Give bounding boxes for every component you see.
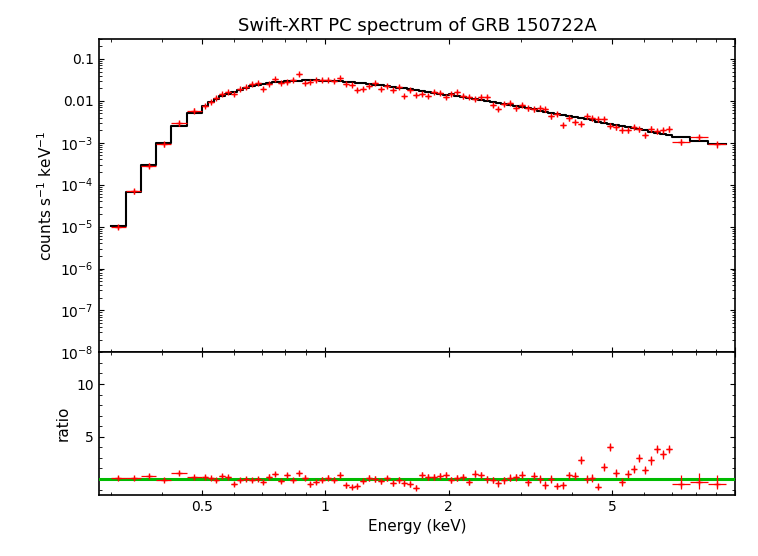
X-axis label: Energy (keV): Energy (keV) bbox=[368, 519, 466, 534]
Y-axis label: counts s$^{-1}$ keV$^{-1}$: counts s$^{-1}$ keV$^{-1}$ bbox=[36, 131, 55, 261]
Y-axis label: ratio: ratio bbox=[55, 406, 70, 441]
Title: Swift-XRT PC spectrum of GRB 150722A: Swift-XRT PC spectrum of GRB 150722A bbox=[237, 17, 597, 34]
